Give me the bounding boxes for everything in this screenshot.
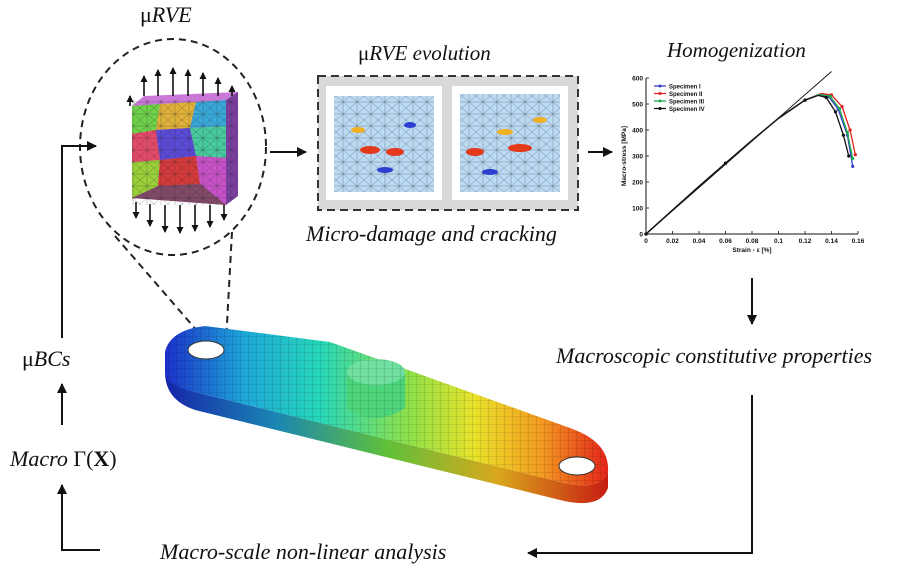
chart-y-tick-label: 600 [632,76,643,83]
chart-data-point [840,105,844,109]
chart-data-point [824,95,828,100]
rve-mu: μ [140,2,152,27]
chart-y-label: Macro-stress [MPa] [621,126,628,186]
rve-title: μRVE [140,2,192,28]
evolution-mu: μ [358,41,370,65]
chart-data-point [851,164,855,168]
chart-data-point [644,232,648,236]
chart-data-point [851,157,855,161]
evolution-image-right [452,86,568,200]
chart-data-point [833,110,838,114]
macro-props-label: Macroscopic constitutive properties [556,343,873,368]
evolution-text: RVE evolution [369,41,491,65]
chart-data-point [845,131,850,135]
chart-data-point [847,154,851,158]
chart-data-point [848,128,852,132]
chart-legend-label: Specimen II [669,92,703,98]
micro-damage-label: Micro-damage and cracking [306,221,557,246]
chart-legend-marker [658,84,662,88]
rve-text: RVE [151,2,192,27]
chart-x-tick-label: 0.12 [799,238,812,245]
bcs-text: BCs [33,346,71,371]
evolution-title: μRVE evolution [358,41,491,66]
macro-gamma-label: Macro Γ(X) [10,446,117,472]
chart-x-tick-label: 0.1 [774,238,783,245]
chart-y-tick-label: 500 [632,102,643,109]
chart-series-line [645,93,854,235]
gamma-close: ) [109,446,117,471]
chart-legend-marker [658,92,662,95]
chart-x-tick-label: 0.04 [693,238,706,245]
chart-y-tick-label: 400 [632,128,643,135]
chart-data-point [828,94,832,98]
chart-legend-label: Specimen III [669,99,704,105]
arrow-props-to-analysis [527,395,753,558]
chart-y-tick-label: 100 [632,206,643,213]
arrow-analysis-to-gamma [57,484,100,551]
gamma-open: Γ( [73,446,94,471]
chart-legend-marker [658,99,662,103]
macro-analysis-label: Macro-scale non-linear analysis [160,539,447,564]
homogenization-title: Homogenization [667,38,806,62]
chart-data-point [803,98,807,102]
rve-cube [132,92,238,205]
bcs-mu: μ [22,346,34,371]
chart-data-point [837,107,842,111]
macro-word: Macro [10,446,68,471]
chart-x-label: Strain - ε [%] [732,247,771,254]
chart-series-line [645,92,856,235]
evolution-image-left [326,86,442,200]
chart-x-tick-label: 0.06 [719,238,732,245]
zoom-line-right [225,231,233,343]
chart-x-tick-label: 0.02 [666,238,679,245]
chart-x-tick-label: 0.08 [746,238,759,245]
chart-legend-label: Specimen IV [669,107,705,113]
zoom-line-left [114,235,206,341]
chart-x-tick-label: 0 [644,238,648,245]
chart-y-tick-label: 0 [639,232,643,239]
chart-data-point [723,161,728,165]
chart-series-line [645,94,850,235]
chart-x-tick-label: 0.16 [852,238,865,245]
macro-part [165,326,609,504]
chart-legend-marker [658,107,662,110]
gamma-x: X [93,446,110,471]
rve-tension-arrows-bottom [132,202,228,234]
chart-y-tick-label: 300 [632,154,643,161]
rve-tension-arrows-top [126,67,236,106]
chart-data-point [853,153,857,157]
chart-data-point [841,133,846,137]
bcs-label: μBCs [22,346,70,372]
arrow-bcs-to-rve [61,141,97,338]
chart-legend-label: Specimen I [669,84,701,90]
chart-x-tick-label: 0.14 [825,238,838,245]
chart-y-tick-label: 200 [632,180,643,187]
chart-series-line [645,94,854,235]
